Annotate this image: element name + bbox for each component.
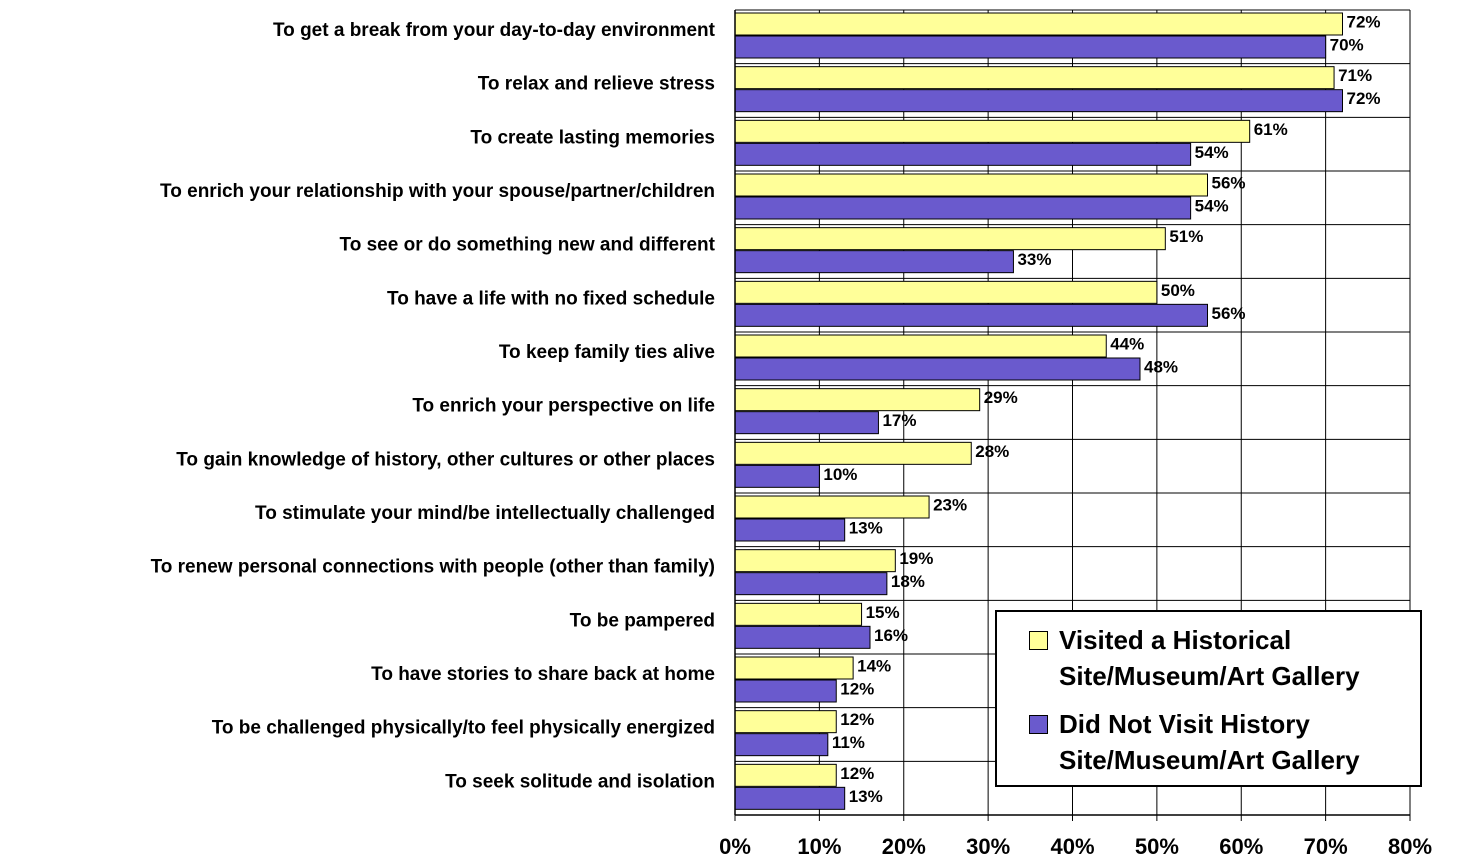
data-label: 28%	[975, 442, 1009, 461]
bar	[734, 119, 1251, 143]
data-label: 23%	[933, 495, 967, 514]
bar	[734, 710, 837, 734]
data-label: 72%	[1347, 12, 1381, 31]
y-tick-label: To have a life with no fixed schedule	[387, 288, 715, 309]
data-label: 12%	[840, 764, 874, 783]
data-label: 16%	[874, 626, 908, 645]
data-label: 33%	[1017, 250, 1051, 269]
bar	[734, 786, 846, 810]
y-tick-label: To keep family ties alive	[499, 342, 715, 363]
bar	[734, 464, 820, 488]
bar	[734, 173, 1208, 197]
bar	[734, 733, 829, 757]
bar	[734, 35, 1327, 59]
legend-label: Visited a Historical Site/Museum/Art Gal…	[1059, 625, 1360, 691]
bar	[734, 441, 972, 465]
bar	[734, 388, 981, 412]
y-tick-label: To create lasting memories	[470, 127, 715, 148]
legend: Visited a Historical Site/Museum/Art Gal…	[995, 610, 1422, 787]
data-label: 12%	[840, 679, 874, 698]
data-label: 13%	[849, 787, 883, 806]
bar	[734, 196, 1192, 220]
bar	[734, 495, 930, 519]
data-label: 71%	[1338, 66, 1372, 85]
bar	[734, 227, 1166, 251]
bar	[734, 357, 1141, 381]
x-tick-label: 0%	[719, 834, 751, 859]
data-label: 50%	[1161, 281, 1195, 300]
bar	[734, 303, 1208, 327]
x-tick-label: 40%	[1050, 834, 1094, 859]
bar	[734, 518, 846, 542]
x-tick-label: 60%	[1219, 834, 1263, 859]
legend-swatch	[1029, 715, 1048, 734]
y-tick-label: To stimulate your mind/be intellectually…	[255, 503, 715, 524]
y-tick-label: To seek solitude and isolation	[445, 771, 715, 792]
data-label: 48%	[1144, 357, 1178, 376]
x-tick-label: 80%	[1388, 834, 1432, 859]
bar	[734, 280, 1158, 304]
data-label: 19%	[899, 549, 933, 568]
data-label: 17%	[882, 411, 916, 430]
bar	[734, 12, 1343, 36]
data-label: 56%	[1212, 304, 1246, 323]
bar	[734, 142, 1192, 166]
y-tick-label: To get a break from your day-to-day envi…	[273, 20, 716, 41]
y-tick-label: To renew personal connections with peopl…	[151, 557, 715, 578]
data-label: 56%	[1212, 173, 1246, 192]
data-label: 54%	[1195, 196, 1229, 215]
y-tick-label: To see or do something new and different	[340, 235, 716, 256]
bar	[734, 549, 896, 573]
y-tick-label: To enrich your relationship with your sp…	[160, 181, 715, 202]
data-label: 61%	[1254, 120, 1288, 139]
bar	[734, 679, 837, 703]
x-tick-label: 20%	[882, 834, 926, 859]
data-label: 44%	[1110, 334, 1144, 353]
x-tick-label: 50%	[1135, 834, 1179, 859]
data-label: 15%	[866, 603, 900, 622]
y-tick-label: To gain knowledge of history, other cult…	[176, 449, 715, 470]
y-tick-label: To enrich your perspective on life	[412, 396, 715, 417]
bar	[734, 763, 837, 787]
y-tick-label: To be pampered	[570, 610, 715, 631]
bar	[734, 656, 854, 680]
bar	[734, 334, 1107, 358]
bar	[734, 625, 871, 649]
data-label: 13%	[849, 518, 883, 537]
data-label: 54%	[1195, 143, 1229, 162]
bar	[734, 411, 879, 435]
x-tick-label: 30%	[966, 834, 1010, 859]
data-label: 70%	[1330, 35, 1364, 54]
bar	[734, 572, 888, 596]
data-label: 14%	[857, 656, 891, 675]
y-tick-label: To be challenged physically/to feel phys…	[212, 718, 715, 739]
data-label: 18%	[891, 572, 925, 591]
bar	[734, 250, 1014, 274]
data-label: 12%	[840, 710, 874, 729]
y-tick-label: To have stories to share back at home	[371, 664, 715, 685]
data-label: 10%	[823, 465, 857, 484]
data-label: 29%	[984, 388, 1018, 407]
data-label: 11%	[832, 733, 865, 752]
bar	[734, 89, 1343, 113]
x-tick-label: 70%	[1304, 834, 1348, 859]
y-tick-label: To relax and relieve stress	[478, 74, 715, 95]
x-tick-label: 10%	[797, 834, 841, 859]
legend-swatch	[1029, 631, 1048, 650]
data-label: 51%	[1169, 227, 1203, 246]
bar	[734, 66, 1335, 90]
data-label: 72%	[1347, 89, 1381, 108]
bar	[734, 602, 863, 626]
legend-label: Did Not Visit History Site/Museum/Art Ga…	[1059, 709, 1360, 775]
